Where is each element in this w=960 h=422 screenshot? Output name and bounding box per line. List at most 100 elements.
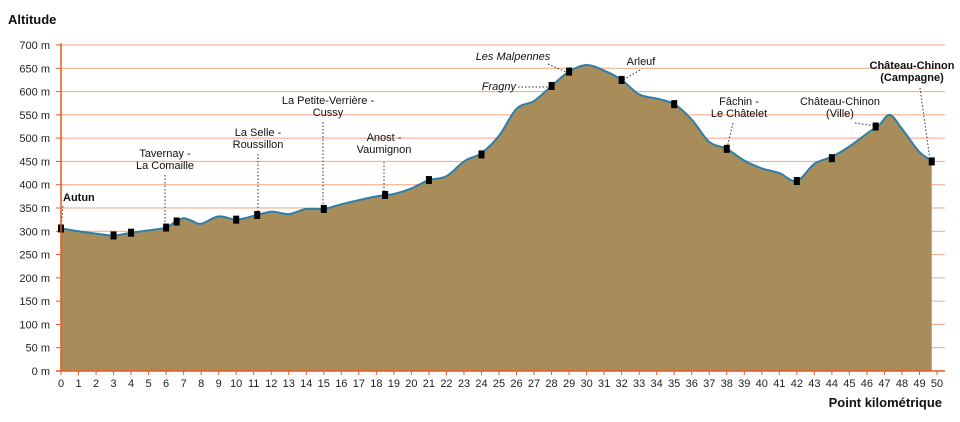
leader-line	[919, 87, 931, 161]
x-tick-label: 7	[181, 378, 187, 390]
x-axis-title: Point kilométrique	[829, 395, 942, 410]
elevation-area	[61, 64, 932, 371]
waypoint-marker	[128, 228, 135, 237]
waypoint-marker	[425, 176, 432, 185]
x-tick-label: 3	[110, 378, 116, 390]
y-tick-label: 350 m	[19, 203, 50, 215]
place-label: Arleuf	[627, 56, 657, 68]
y-tick-label: 250 m	[19, 250, 50, 262]
place-label: Château-Chinon (Campagne)	[870, 60, 955, 84]
x-tick-label: 41	[773, 378, 785, 390]
x-tick-label: 17	[353, 378, 365, 390]
y-tick-label: 100 m	[19, 319, 50, 331]
x-tick-label: 46	[861, 378, 873, 390]
axes	[56, 43, 945, 372]
leader-line	[854, 122, 876, 127]
x-tick-label: 15	[318, 378, 330, 390]
x-tick-label: 49	[913, 378, 925, 390]
x-tick-label: 43	[808, 378, 820, 390]
waypoint-marker	[928, 157, 935, 166]
x-tick-label: 20	[405, 378, 417, 390]
x-tick-label: 39	[738, 378, 750, 390]
y-tick-label: 500 m	[19, 133, 50, 145]
place-label: Tavernay -La Comaille	[136, 148, 194, 172]
y-axis-title: Altitude	[8, 12, 56, 27]
place-label: Les Malpennes	[476, 51, 551, 63]
y-tick-label: 150 m	[19, 296, 50, 308]
x-tick-label: 19	[388, 378, 400, 390]
place-label: Autun	[63, 192, 95, 204]
x-tick-label: 1	[75, 378, 81, 390]
x-tick-label: 44	[826, 378, 838, 390]
y-tick-label: 600 m	[19, 87, 50, 99]
waypoint-marker	[320, 204, 327, 213]
x-tick-label: 47	[878, 378, 890, 390]
x-tick-label: 31	[598, 378, 610, 390]
x-tick-label: 38	[721, 378, 733, 390]
waypoint-markers	[58, 67, 935, 240]
leader-line	[726, 122, 734, 149]
y-tick-labels: 0 m 50 m 100 m 150 m 200 m 250 m 300 m 350 m 400…	[19, 40, 50, 378]
x-tick-label: 8	[198, 378, 204, 390]
waypoint-marker	[254, 210, 261, 219]
waypoint-marker	[382, 190, 389, 199]
waypoint-marker	[110, 231, 117, 240]
x-tick-label: 28	[545, 378, 557, 390]
x-tick-label: 37	[703, 378, 715, 390]
place-label: La Petite-Verrière -Cussy	[282, 95, 375, 119]
x-tick-label: 48	[896, 378, 908, 390]
y-tick-label: 650 m	[19, 63, 50, 75]
place-label: Fâchin -Le Châtelet	[711, 96, 767, 120]
waypoint-marker	[163, 223, 170, 232]
x-tick-label: 26	[510, 378, 522, 390]
x-tick-label: 0	[58, 378, 64, 390]
place-label: Anost -Vaumignon	[357, 132, 412, 156]
waypoint-marker	[478, 150, 485, 159]
x-tick-label: 18	[370, 378, 382, 390]
x-tick-label: 13	[283, 378, 295, 390]
y-tick-label: 700 m	[19, 40, 50, 52]
waypoint-marker	[548, 81, 555, 90]
x-tick-label: 12	[265, 378, 277, 390]
place-label: Château-Chinon (Ville)	[800, 96, 880, 120]
x-tick-label: 24	[475, 378, 487, 390]
x-tick-label: 33	[633, 378, 645, 390]
y-tick-label: 550 m	[19, 110, 50, 122]
x-tick-label: 25	[493, 378, 505, 390]
x-tick-label: 10	[230, 378, 242, 390]
y-tick-label: 0 m	[32, 366, 50, 378]
x-tick-label: 35	[668, 378, 680, 390]
x-tick-label: 34	[651, 378, 663, 390]
waypoint-marker	[233, 215, 240, 224]
y-tick-label: 400 m	[19, 180, 50, 192]
x-tick-label: 2	[93, 378, 99, 390]
waypoint-marker	[828, 154, 835, 163]
y-tick-label: 450 m	[19, 156, 50, 168]
x-tick-label: 50	[931, 378, 943, 390]
x-tick-label: 36	[686, 378, 698, 390]
x-tick-label: 30	[580, 378, 592, 390]
x-tick-label: 29	[563, 378, 575, 390]
x-tick-label: 40	[756, 378, 768, 390]
leader-line	[622, 69, 641, 81]
x-tick-label: 9	[216, 378, 222, 390]
x-tick-label: 11	[248, 378, 259, 390]
x-tick-label: 21	[423, 378, 435, 390]
x-tick-label: 27	[528, 378, 540, 390]
waypoint-marker	[872, 122, 879, 131]
x-tick-label: 5	[146, 378, 152, 390]
x-tick-label: 42	[791, 378, 803, 390]
y-tick-label: 300 m	[19, 226, 50, 238]
place-label: Fragny	[482, 81, 518, 93]
x-tick-label: 4	[128, 378, 134, 390]
y-tick-label: 50 m	[26, 343, 50, 355]
waypoint-marker	[723, 144, 730, 153]
waypoint-marker	[173, 217, 180, 226]
waypoint-marker	[793, 176, 800, 185]
x-tick-labels: 0 1 2 3 4 5 6 7 8 9 10 11 12 13 14 15 16 17 18 19 20 21 22 23 24…	[58, 378, 943, 390]
y-tick-label: 200 m	[19, 273, 50, 285]
waypoint-marker	[566, 67, 573, 76]
place-labels: Autun Tavernay -La Comaille La Selle -Rous…	[63, 51, 955, 204]
waypoint-marker	[618, 75, 625, 84]
